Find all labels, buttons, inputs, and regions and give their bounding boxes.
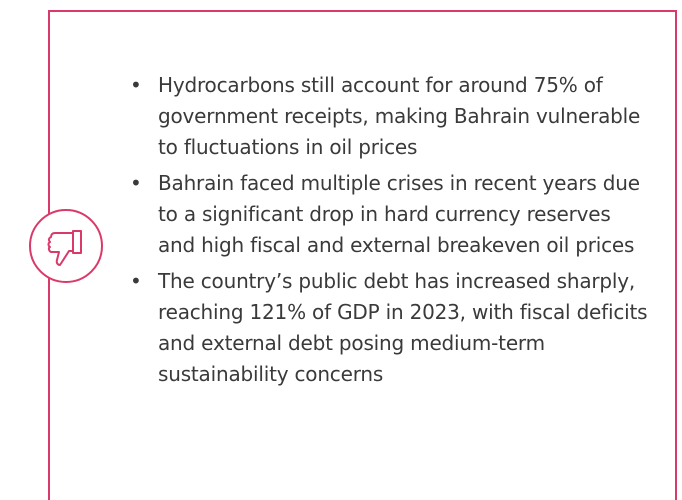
page: Hydrocarbons still account for around 75… bbox=[0, 0, 682, 487]
bullet-item: Bahrain faced multiple crises in recent … bbox=[130, 168, 650, 261]
bullet-list: Hydrocarbons still account for around 75… bbox=[130, 70, 650, 395]
bullet-item: The country’s public debt has increased … bbox=[130, 266, 650, 390]
bullet-item: Hydrocarbons still account for around 75… bbox=[130, 70, 650, 163]
thumbs-down-icon bbox=[29, 209, 103, 283]
